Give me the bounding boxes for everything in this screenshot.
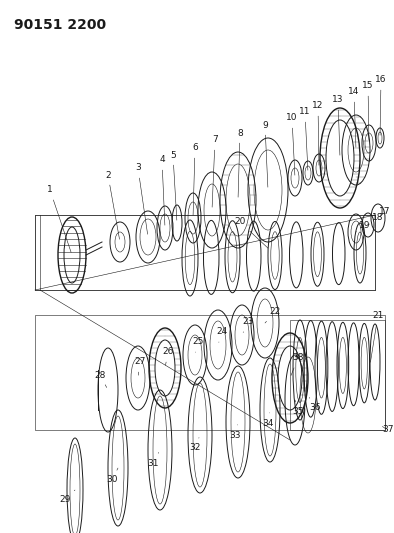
Text: 28: 28 [94,370,107,387]
Text: 27: 27 [134,358,146,375]
Text: 6: 6 [192,143,198,215]
Text: 15: 15 [362,82,374,140]
Text: 14: 14 [348,87,360,147]
Text: 7: 7 [212,135,218,207]
Text: 18: 18 [368,214,384,225]
Text: 2: 2 [105,171,119,239]
Text: 25: 25 [192,337,204,352]
Text: 31: 31 [147,453,159,467]
Text: 3: 3 [135,164,148,235]
Text: 13: 13 [332,95,344,155]
Text: 36: 36 [309,398,321,413]
Text: 9: 9 [262,120,268,187]
Text: 29: 29 [59,490,75,505]
Text: 30: 30 [106,468,118,484]
Text: 21: 21 [370,311,384,362]
Text: 90151 2200: 90151 2200 [14,18,106,32]
Text: 12: 12 [312,101,324,165]
Text: 20: 20 [234,217,268,248]
Text: 33: 33 [229,425,241,440]
Text: 32: 32 [189,438,201,453]
Text: 19: 19 [356,221,371,232]
Text: 5: 5 [170,150,177,220]
Text: 8: 8 [237,128,243,197]
Text: 1: 1 [47,185,71,252]
Text: 35: 35 [292,400,304,416]
Text: 26: 26 [162,348,174,365]
Text: 17: 17 [379,207,391,216]
Text: 37: 37 [382,425,394,434]
Text: 4: 4 [159,156,165,225]
Text: 23: 23 [242,318,254,333]
Text: 38: 38 [291,353,304,375]
Text: 16: 16 [375,76,387,135]
Text: 11: 11 [299,108,311,170]
Text: 24: 24 [216,327,228,342]
Text: 22: 22 [265,308,281,323]
Text: 34: 34 [262,413,274,427]
Text: 10: 10 [286,114,298,175]
